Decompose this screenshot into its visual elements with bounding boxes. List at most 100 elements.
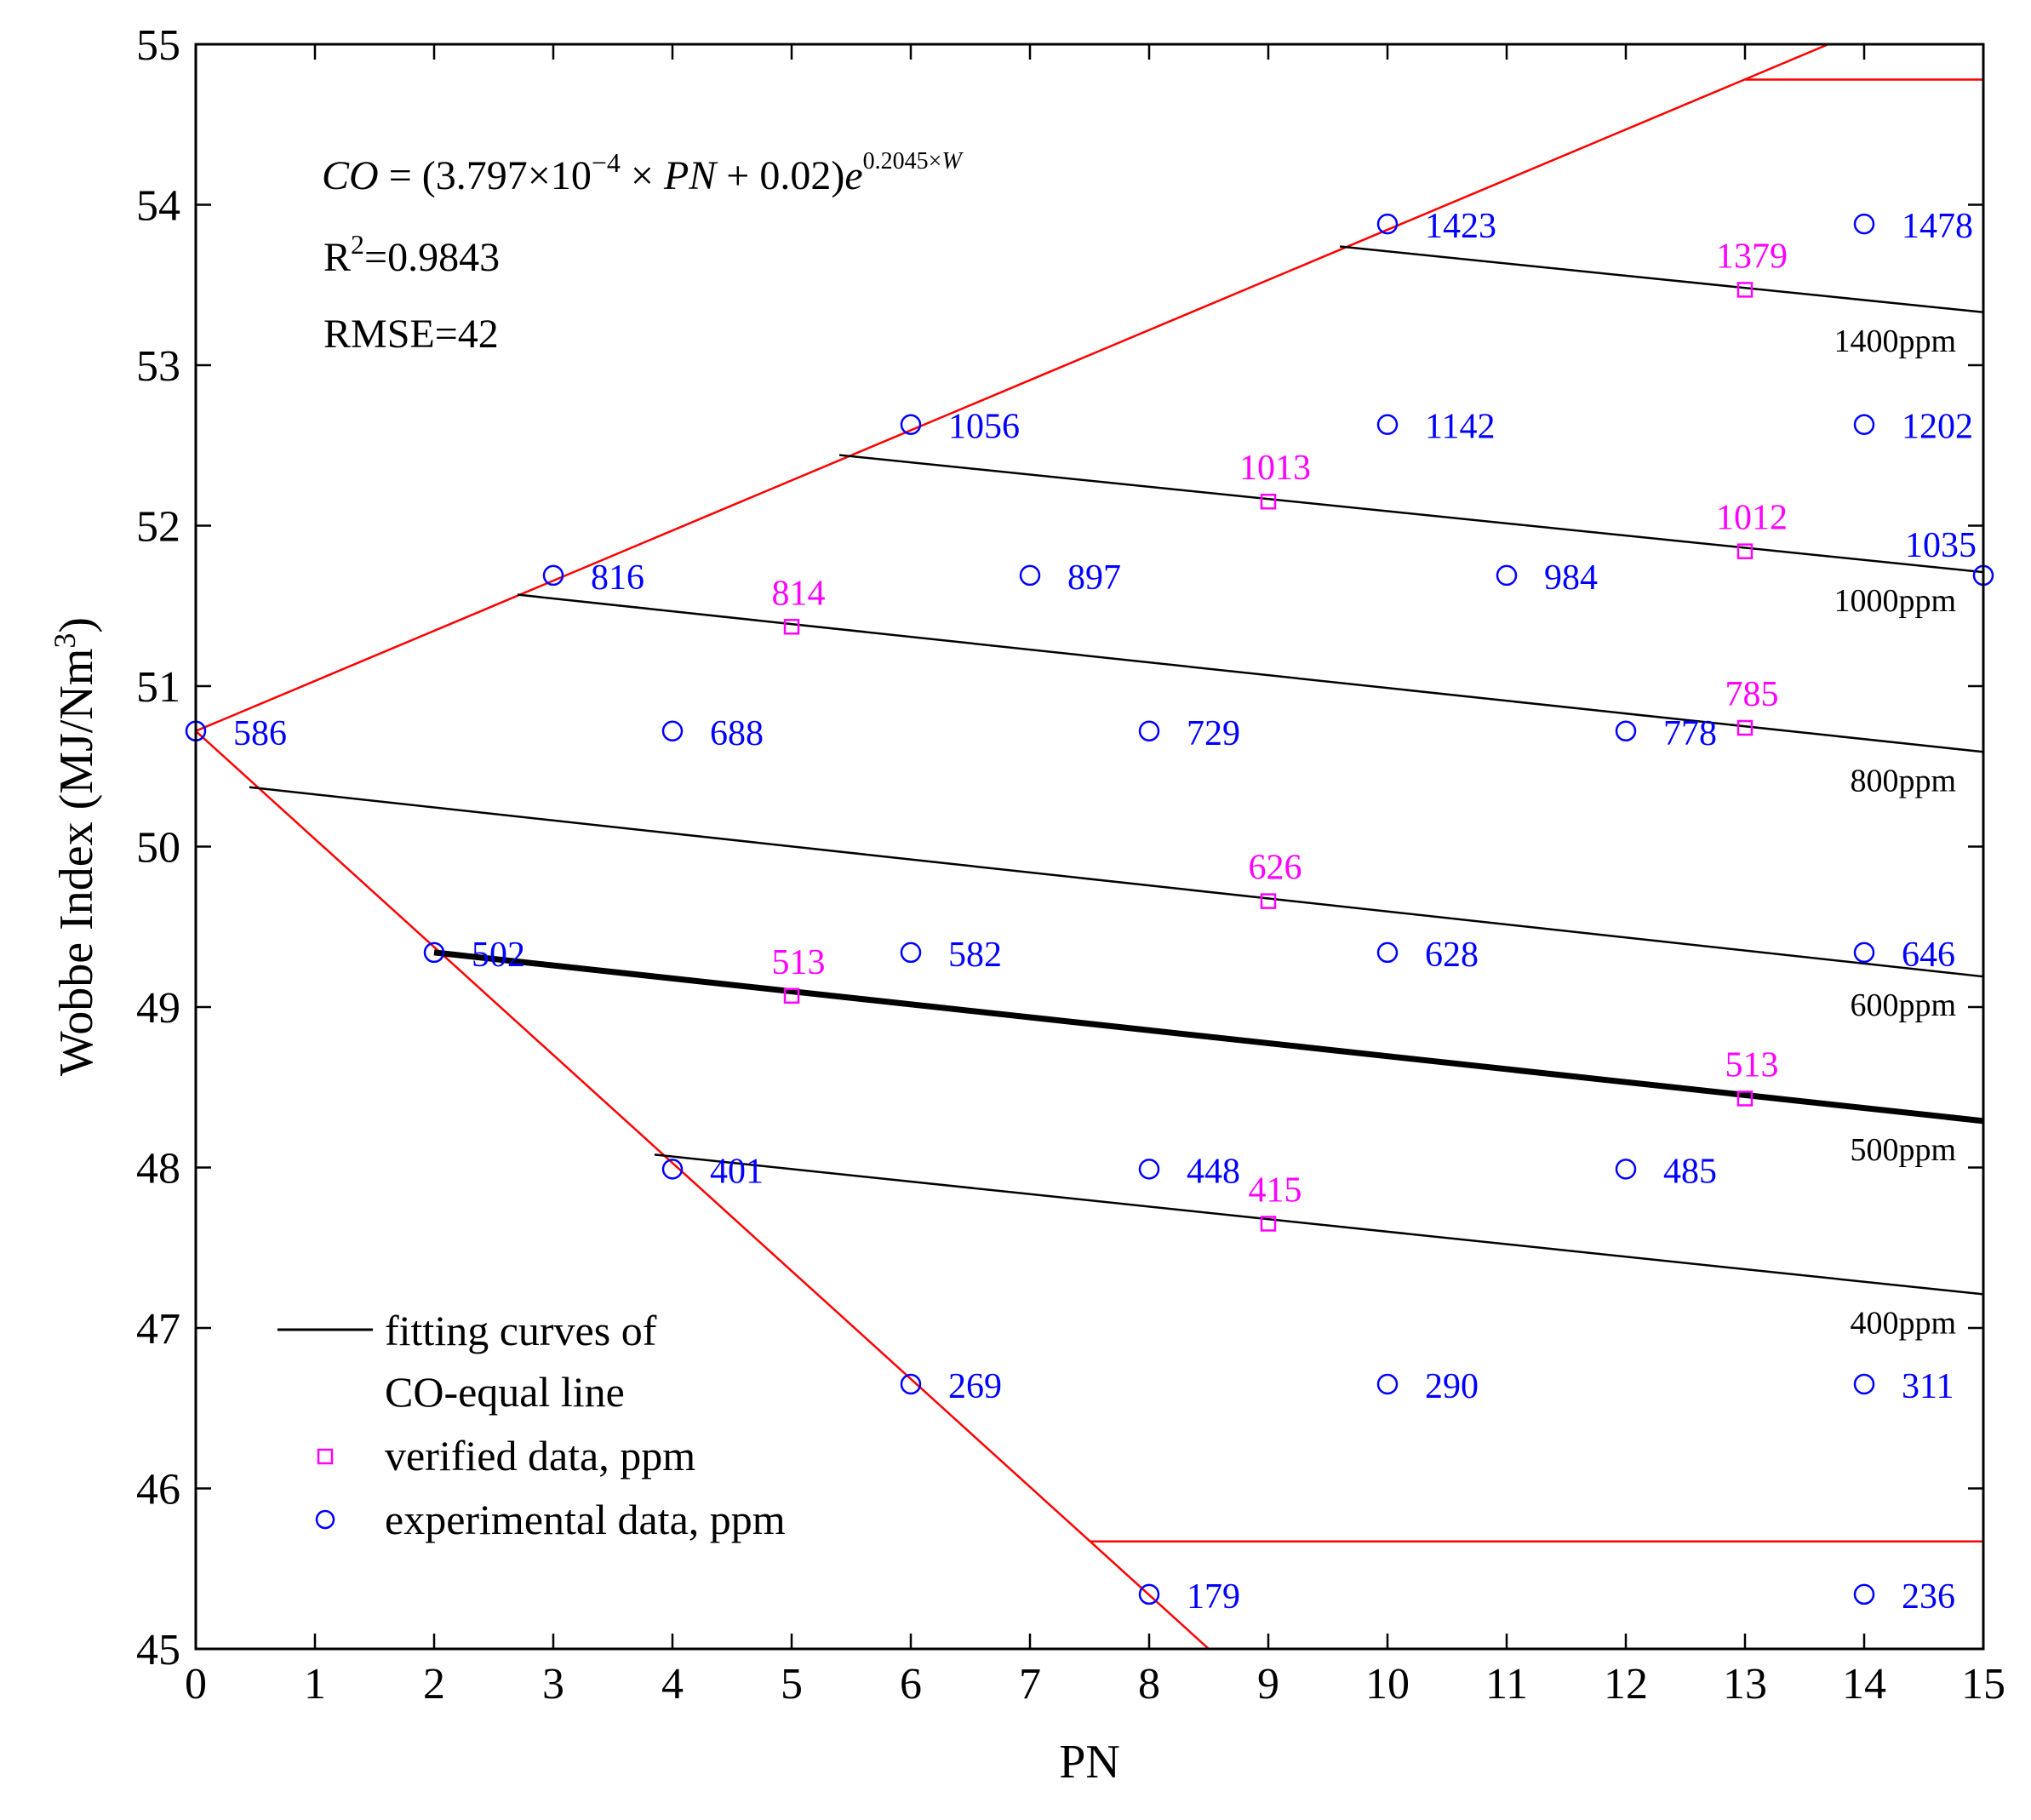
verified-label: 415 xyxy=(1249,1170,1302,1210)
verified-point xyxy=(1736,719,1754,736)
x-tick-label: 2 xyxy=(423,1660,445,1708)
fit-curve-ppm-label: 400ppm xyxy=(1850,1305,1956,1341)
y-tick-label: 52 xyxy=(136,503,180,552)
experimental-label: 646 xyxy=(1902,936,1955,975)
y-tick-label: 55 xyxy=(136,21,180,70)
experimental-label: 1056 xyxy=(948,408,1020,447)
experimental-label: 729 xyxy=(1187,714,1240,753)
eq-part-6: + 0.02) xyxy=(716,153,844,198)
y-axis-title-close: ) xyxy=(50,617,103,633)
x-tick-label: 10 xyxy=(1365,1660,1410,1708)
experimental-point xyxy=(661,720,684,742)
y-tick-label: 51 xyxy=(136,663,180,712)
experimental-label: 897 xyxy=(1067,558,1121,598)
experimental-label: 485 xyxy=(1663,1152,1717,1191)
experimental-label: 1035 xyxy=(1905,526,1977,565)
experimental-point xyxy=(900,941,922,964)
boundary-line xyxy=(196,730,1210,1649)
verified-label: 626 xyxy=(1249,849,1302,888)
x-tick-label: 3 xyxy=(542,1660,564,1708)
verified-label: 814 xyxy=(772,574,826,613)
r2-r: R xyxy=(323,235,351,280)
verified-point xyxy=(783,619,800,635)
fit-curve xyxy=(1339,245,1984,314)
experimental-label: 778 xyxy=(1663,714,1717,753)
x-axis-title: PN xyxy=(1059,1736,1120,1789)
verified-label: 513 xyxy=(1725,1045,1779,1085)
experimental-point xyxy=(1138,1159,1160,1180)
eq-part-7: e xyxy=(844,153,862,198)
legend-circle-swatch xyxy=(315,1509,335,1530)
experimental-point xyxy=(1019,564,1041,587)
verified-point xyxy=(1736,282,1754,298)
eq-part-9: W xyxy=(941,148,964,175)
experimental-label: 311 xyxy=(1902,1367,1954,1406)
eq-part-4: × xyxy=(621,153,664,198)
y-tick-label: 47 xyxy=(136,1305,180,1354)
verified-label: 1012 xyxy=(1716,499,1788,538)
fit-curve xyxy=(838,454,1984,574)
legend-label-experimental: experimental data, ppm xyxy=(385,1496,786,1543)
verified-point xyxy=(1260,493,1277,510)
experimental-point xyxy=(542,564,564,587)
x-tick-label: 13 xyxy=(1723,1660,1767,1708)
legend-label-fit-1: fitting curves of xyxy=(385,1307,657,1354)
fit-curve-ppm-label: 500ppm xyxy=(1850,1132,1956,1168)
verified-point xyxy=(1260,893,1277,909)
experimental-point xyxy=(1853,1373,1875,1395)
experimental-point xyxy=(1615,1159,1637,1180)
legend-label-verified: verified data, ppm xyxy=(385,1432,695,1479)
verified-point xyxy=(1736,1090,1754,1107)
y-tick-label: 48 xyxy=(136,1145,180,1193)
experimental-label: 290 xyxy=(1425,1367,1479,1406)
r2-annotation: R2=0.9843 xyxy=(323,229,500,280)
y-tick-label: 54 xyxy=(136,182,180,231)
y-axis-title-sup: 3 xyxy=(48,633,82,649)
x-tick-label: 14 xyxy=(1842,1660,1886,1708)
experimental-point xyxy=(900,414,922,435)
experimental-label: 1142 xyxy=(1425,408,1495,447)
verified-label: 1379 xyxy=(1716,237,1788,276)
experimental-point xyxy=(423,941,445,964)
experimental-label: 179 xyxy=(1187,1577,1240,1617)
r2-sup: 2 xyxy=(351,229,364,260)
experimental-label: 448 xyxy=(1187,1152,1240,1191)
x-tick-label: 12 xyxy=(1604,1660,1648,1708)
x-tick-label: 4 xyxy=(661,1660,684,1708)
experimental-point xyxy=(1853,414,1875,435)
eq-part-3: −4 xyxy=(592,147,621,178)
verified-label: 1013 xyxy=(1239,449,1311,488)
experimental-label: 1478 xyxy=(1902,207,1973,246)
eq-part-5: PN xyxy=(663,153,718,198)
y-tick-label: 45 xyxy=(136,1626,180,1674)
experimental-label: 816 xyxy=(591,558,644,598)
experimental-point xyxy=(661,1159,684,1180)
y-tick-label: 53 xyxy=(136,342,180,391)
x-tick-label: 15 xyxy=(1961,1660,2005,1708)
fit-curve-ppm-label: 800ppm xyxy=(1850,763,1956,798)
fit-curve xyxy=(433,949,1984,1125)
x-tick-label: 9 xyxy=(1257,1660,1279,1708)
equation-annotation: CO = (3.797×10−4 × PN + 0.02)e0.2045×W xyxy=(322,147,964,198)
experimental-label: 688 xyxy=(710,714,764,753)
x-tick-label: 7 xyxy=(1019,1660,1041,1708)
r2-value: =0.9843 xyxy=(364,235,500,280)
experimental-point xyxy=(1376,414,1399,435)
experimental-point xyxy=(1138,1583,1160,1605)
experimental-label: 984 xyxy=(1544,558,1598,598)
legend-square-swatch xyxy=(317,1448,334,1465)
experimental-point xyxy=(1376,1373,1399,1395)
x-tick-label: 5 xyxy=(781,1660,803,1708)
rmse-annotation: RMSE=42 xyxy=(323,312,499,357)
verified-point xyxy=(1736,543,1754,559)
verified-label: 513 xyxy=(772,943,826,982)
legend-label-fit-2: CO-equal line xyxy=(385,1368,625,1416)
fit-curve xyxy=(249,786,1984,978)
experimental-label: 502 xyxy=(472,936,525,975)
y-tick-label: 49 xyxy=(136,984,180,1033)
experimental-point xyxy=(1853,1583,1875,1605)
verified-point xyxy=(783,987,800,1004)
legend: fitting curves of CO-equal line verified… xyxy=(277,1307,786,1543)
y-tick-label: 50 xyxy=(136,824,180,873)
experimental-point xyxy=(1853,213,1875,235)
